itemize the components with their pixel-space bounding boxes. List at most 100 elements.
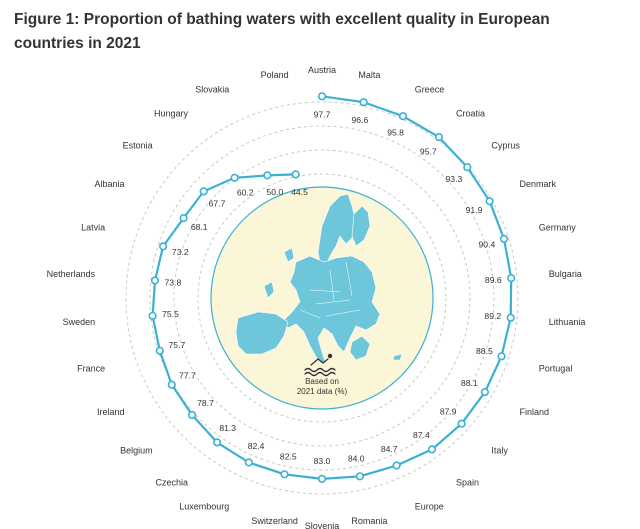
value-label-cyprus: 93.3 xyxy=(446,174,463,184)
value-label-slovenia: 83.0 xyxy=(314,456,331,466)
country-label-romania: Romania xyxy=(351,516,387,526)
value-label-europe: 84.7 xyxy=(381,444,398,454)
country-label-slovakia: Slovakia xyxy=(195,85,229,95)
country-label-spain: Spain xyxy=(456,478,479,488)
country-label-france: France xyxy=(77,364,105,374)
data-point-romania xyxy=(355,472,365,481)
value-label-croatia: 95.7 xyxy=(420,147,437,157)
value-label-netherlands: 73.8 xyxy=(165,277,182,287)
value-label-spain: 87.4 xyxy=(413,430,430,440)
labels: 97.7 Austria 96.6 Malta 95.8 Greece 95.7 Croati… xyxy=(47,65,586,529)
data-point-lithuania xyxy=(506,313,515,322)
value-label-france: 75.7 xyxy=(169,340,186,350)
value-label-hungary: 60.2 xyxy=(237,187,254,197)
data-point-sweden xyxy=(148,311,157,320)
country-label-netherlands: Netherlands xyxy=(47,269,96,279)
data-point-malta xyxy=(359,98,368,107)
country-label-slovenia: Slovenia xyxy=(305,521,340,529)
country-label-italy: Italy xyxy=(491,446,508,456)
data-point-cyprus xyxy=(463,163,472,172)
data-point-europe xyxy=(392,461,401,470)
country-label-malta: Malta xyxy=(358,70,380,80)
value-label-italy: 87.9 xyxy=(440,407,457,417)
country-label-germany: Germany xyxy=(539,223,577,233)
country-label-denmark: Denmark xyxy=(520,179,557,189)
value-label-estonia: 67.7 xyxy=(209,199,226,209)
data-point-slovakia xyxy=(263,171,272,180)
value-label-ireland: 77.7 xyxy=(179,371,196,381)
data-point-latvia xyxy=(159,242,168,251)
country-label-portugal: Portugal xyxy=(539,364,573,374)
grid-ring-1 xyxy=(197,173,447,423)
value-label-lithuania: 89.2 xyxy=(484,311,501,321)
grid-ring-3 xyxy=(149,125,495,471)
value-label-denmark: 91.9 xyxy=(466,205,483,215)
chart-title: Figure 1: Proportion of bathing waters w… xyxy=(14,11,550,52)
value-label-sweden: 75.5 xyxy=(162,309,179,319)
value-label-portugal: 88.5 xyxy=(476,346,493,356)
value-label-bulgaria: 89.6 xyxy=(485,275,502,285)
country-label-latvia: Latvia xyxy=(81,223,105,233)
data-point-ireland xyxy=(167,380,176,389)
data-point-italy xyxy=(457,419,466,428)
data-point-czechia xyxy=(213,438,222,447)
country-label-belgium: Belgium xyxy=(120,446,153,456)
value-label-finland: 88.1 xyxy=(461,378,478,388)
country-label-czechia: Czechia xyxy=(155,478,188,488)
value-label-latvia: 73.2 xyxy=(172,247,189,257)
data-point-poland xyxy=(291,170,300,179)
country-label-lithuania: Lithuania xyxy=(549,317,586,327)
country-label-greece: Greece xyxy=(415,85,445,95)
europe-shape xyxy=(235,193,403,365)
center-note-line2: 2021 data (%) xyxy=(297,387,348,396)
country-label-sweden: Sweden xyxy=(63,317,96,327)
data-point-denmark xyxy=(485,197,494,206)
value-label-czechia: 81.3 xyxy=(219,423,236,433)
data-point-greece xyxy=(398,112,408,121)
country-label-hungary: Hungary xyxy=(154,109,189,119)
data-point-estonia xyxy=(199,187,208,196)
data-point-portugal xyxy=(497,352,506,361)
country-label-albania: Albania xyxy=(94,179,124,189)
data-point-croatia xyxy=(434,133,444,142)
value-label-greece: 95.8 xyxy=(387,128,404,138)
data-point-spain xyxy=(427,445,437,454)
data-point-austria xyxy=(317,92,327,101)
value-label-luxembourg: 82.4 xyxy=(248,441,265,451)
value-label-switzerland: 82.5 xyxy=(280,452,297,462)
value-label-malta: 96.6 xyxy=(352,115,369,125)
value-label-poland: 44.5 xyxy=(291,187,308,197)
data-point-switzerland xyxy=(280,470,289,479)
swimmer-icon xyxy=(304,353,336,377)
country-label-cyprus: Cyprus xyxy=(491,140,520,150)
data-point-france xyxy=(155,346,164,355)
country-label-bulgaria: Bulgaria xyxy=(549,269,582,279)
data-point-bulgaria xyxy=(507,274,516,283)
country-label-europe: Europe xyxy=(415,501,444,511)
data-series xyxy=(148,92,516,484)
value-label-austria: 97.7 xyxy=(314,109,331,119)
country-label-estonia: Estonia xyxy=(123,140,153,150)
europe-map-inset: Based on 2021 data (%) xyxy=(210,186,434,410)
country-label-ireland: Ireland xyxy=(97,407,125,417)
grid-ring-2 xyxy=(173,149,471,447)
data-point-belgium xyxy=(188,410,197,420)
country-label-luxembourg: Luxembourg xyxy=(179,501,229,511)
country-label-poland: Poland xyxy=(261,70,289,80)
value-label-romania: 84.0 xyxy=(348,454,365,464)
value-label-slovakia: 50.0 xyxy=(266,187,283,197)
country-label-switzerland: Switzerland xyxy=(251,516,298,526)
center-note-line1: Based on xyxy=(305,377,339,386)
data-point-luxembourg xyxy=(244,458,253,467)
country-label-croatia: Croatia xyxy=(456,109,485,119)
value-label-germany: 90.4 xyxy=(479,239,496,249)
grid-ring-4 xyxy=(125,101,519,495)
value-label-albania: 68.1 xyxy=(191,222,208,232)
data-point-slovenia xyxy=(317,474,327,484)
data-point-finland xyxy=(480,388,490,397)
value-label-belgium: 78.7 xyxy=(197,398,214,408)
series-line xyxy=(151,95,513,480)
data-point-germany xyxy=(499,234,509,243)
grid-rings xyxy=(125,101,519,495)
